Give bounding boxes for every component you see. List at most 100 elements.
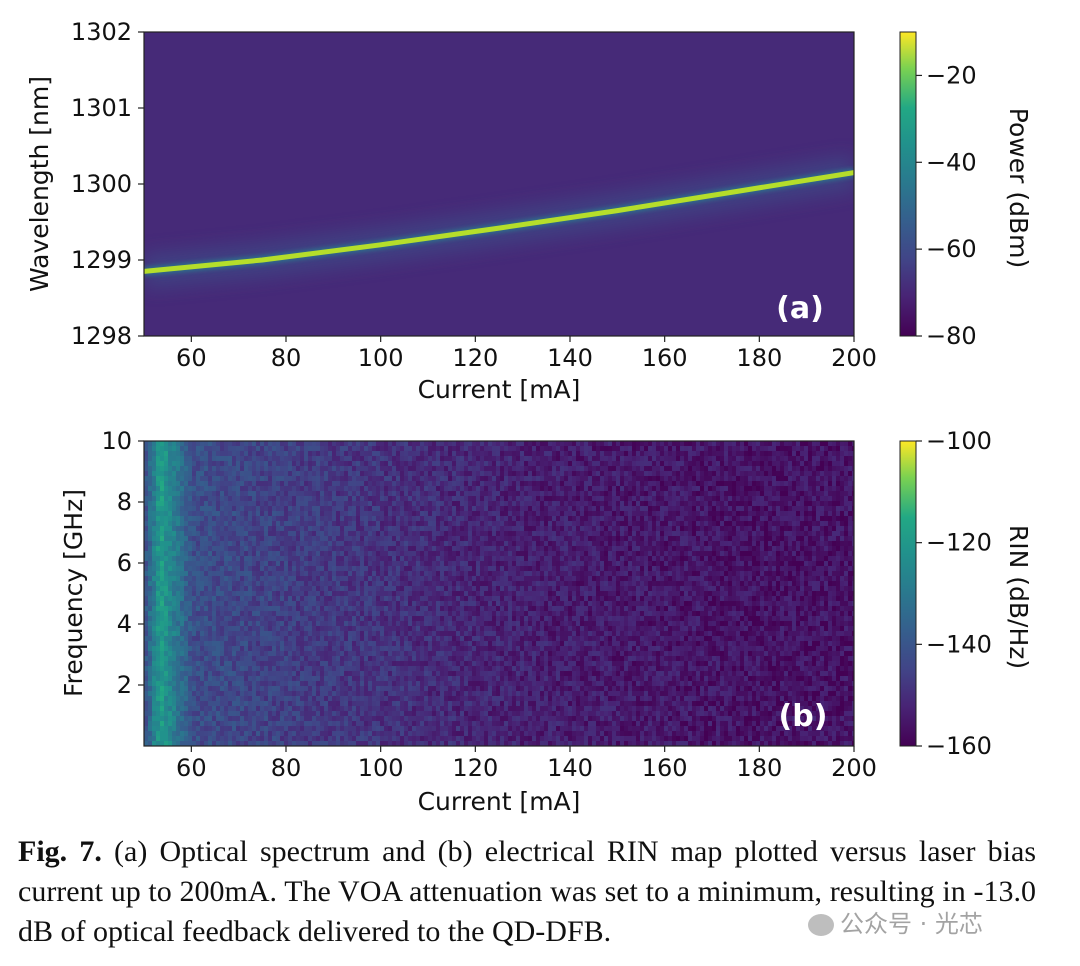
- rin-cell: [192, 496, 197, 502]
- rin-cell: [200, 526, 205, 532]
- rin-cell: [408, 691, 413, 697]
- rin-cell: [316, 686, 321, 692]
- rin-cell: [356, 541, 361, 547]
- rin-cell: [212, 651, 217, 657]
- rin-cell: [408, 451, 413, 457]
- rin-cell: [304, 646, 309, 652]
- rin-cell: [464, 501, 469, 507]
- rin-cell: [156, 551, 161, 557]
- rin-cell: [196, 526, 201, 532]
- rin-cell: [252, 551, 257, 557]
- rin-cell: [348, 526, 353, 532]
- rin-cell: [460, 726, 465, 732]
- rin-cell: [152, 691, 157, 697]
- rin-cell: [432, 516, 437, 522]
- rin-cell: [452, 561, 457, 567]
- rin-cell: [284, 671, 289, 677]
- rin-cell: [232, 681, 237, 687]
- rin-cell: [436, 446, 441, 452]
- rin-cell: [332, 661, 337, 667]
- rin-cell: [444, 636, 449, 642]
- rin-cell: [204, 476, 209, 482]
- rin-cell: [300, 556, 305, 562]
- rin-cell: [336, 586, 341, 592]
- rin-cell: [240, 526, 245, 532]
- rin-cell: [392, 521, 397, 527]
- rin-cell: [164, 691, 169, 697]
- rin-cell: [432, 661, 437, 667]
- rin-cell: [164, 621, 169, 627]
- rin-cell: [324, 626, 329, 632]
- rin-cell: [196, 721, 201, 727]
- rin-cell: [184, 601, 189, 607]
- rin-cell: [284, 461, 289, 467]
- rin-cell: [316, 741, 321, 746]
- rin-cell: [336, 731, 341, 737]
- rin-cell: [344, 596, 349, 602]
- rin-cell: [436, 591, 441, 597]
- rin-cell: [212, 721, 217, 727]
- rin-cell: [316, 516, 321, 522]
- rin-cell: [320, 661, 325, 667]
- rin-cell: [180, 441, 185, 447]
- rin-cell: [212, 666, 217, 672]
- rin-cell: [444, 611, 449, 617]
- rin-cell: [164, 596, 169, 602]
- rin-cell: [156, 641, 161, 647]
- rin-cell: [316, 596, 321, 602]
- rin-cell: [356, 581, 361, 587]
- rin-cell: [208, 656, 213, 662]
- rin-cell: [452, 446, 457, 452]
- rin-cell: [356, 681, 361, 687]
- rin-cell: [344, 656, 349, 662]
- rin-cell: [308, 461, 313, 467]
- rin-cell: [288, 606, 293, 612]
- rin-cell: [316, 591, 321, 597]
- rin-cell: [396, 481, 401, 487]
- rin-cell: [412, 681, 417, 687]
- rin-cell: [180, 501, 185, 507]
- rin-cell: [152, 601, 157, 607]
- rin-cell: [280, 661, 285, 667]
- rin-cell: [340, 496, 345, 502]
- rin-cell: [272, 651, 277, 657]
- rin-cell: [400, 686, 405, 692]
- rin-cell: [316, 521, 321, 527]
- rin-cell: [200, 481, 205, 487]
- rin-cell: [280, 536, 285, 542]
- rin-cell: [160, 481, 165, 487]
- rin-cell: [360, 516, 365, 522]
- rin-cell: [228, 671, 233, 677]
- rin-cell: [200, 506, 205, 512]
- rin-cell: [192, 471, 197, 477]
- rin-cell: [176, 526, 181, 532]
- rin-cell: [384, 626, 389, 632]
- rin-cell: [316, 531, 321, 537]
- rin-cell: [384, 476, 389, 482]
- rin-cell: [352, 676, 357, 682]
- rin-cell: [172, 496, 177, 502]
- rin-cell: [400, 741, 405, 746]
- rin-cell: [256, 516, 261, 522]
- rin-cell: [184, 476, 189, 482]
- rin-cell: [240, 446, 245, 452]
- panel-label-a: (a): [776, 291, 824, 326]
- rin-cell: [216, 591, 221, 597]
- rin-cell: [292, 486, 297, 492]
- rin-cell: [212, 561, 217, 567]
- rin-cell: [240, 566, 245, 572]
- rin-cell: [216, 586, 221, 592]
- rin-cell: [400, 506, 405, 512]
- rin-cell: [208, 491, 213, 497]
- rin-cell: [432, 616, 437, 622]
- rin-cell: [436, 701, 441, 707]
- rin-cell: [460, 476, 465, 482]
- rin-cell: [388, 501, 393, 507]
- rin-cell: [396, 486, 401, 492]
- rin-cell: [188, 621, 193, 627]
- rin-cell: [368, 531, 373, 537]
- rin-cell: [340, 516, 345, 522]
- rin-cell: [436, 551, 441, 557]
- rin-cell: [252, 666, 257, 672]
- rin-cell: [304, 456, 309, 462]
